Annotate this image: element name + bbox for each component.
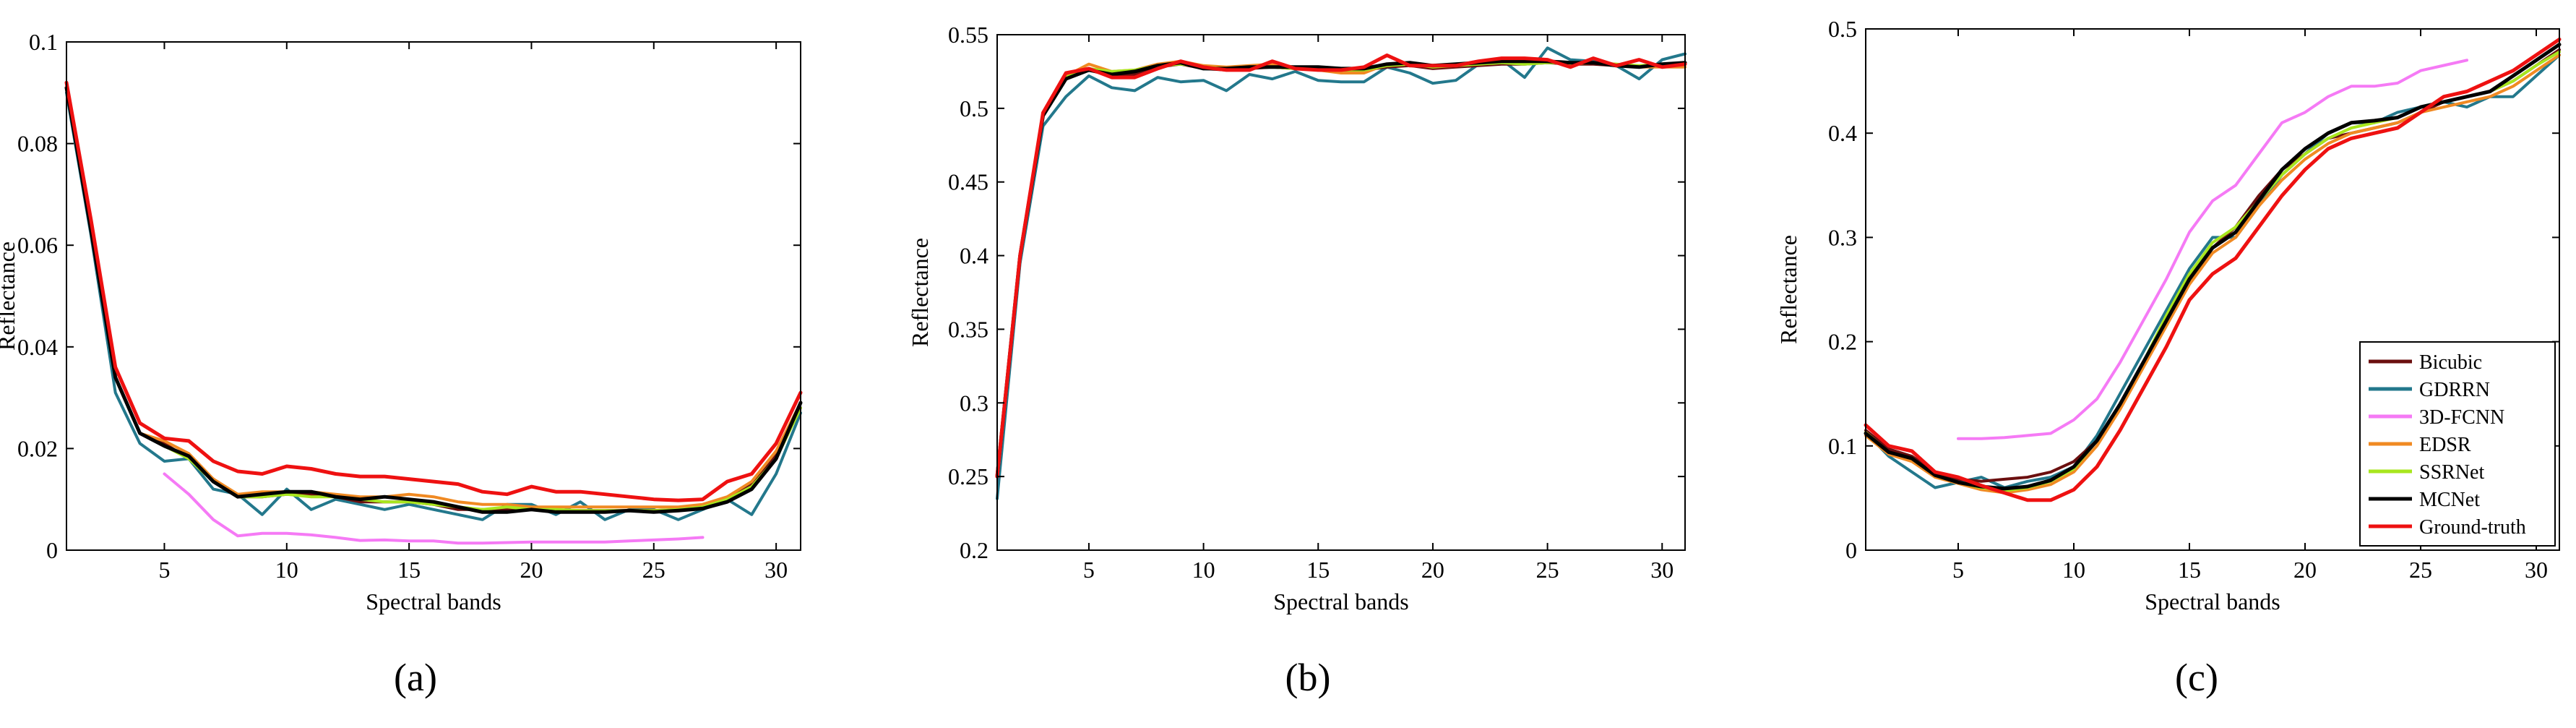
panel-label: (a) xyxy=(394,656,437,699)
x-tick-label: 30 xyxy=(2525,557,2548,583)
legend-entry: Ground-truth xyxy=(2419,516,2526,539)
x-tick-label: 15 xyxy=(1306,557,1330,583)
x-tick-label: 20 xyxy=(520,557,543,583)
legend-entry: 3D-FCNN xyxy=(2419,406,2504,429)
y-tick-label: 0.08 xyxy=(17,131,58,157)
panel-label: (b) xyxy=(1285,656,1331,699)
series-line-ground-truth xyxy=(995,53,1687,479)
legend-entry: MCNet xyxy=(2419,489,2480,511)
x-axis-label: Spectral bands xyxy=(1273,588,1409,614)
y-tick-label: 0.3 xyxy=(960,390,988,416)
y-tick-label: 0.4 xyxy=(960,243,988,269)
y-tick-label: 0.1 xyxy=(29,29,58,55)
series-line-ground-truth xyxy=(64,80,803,502)
plot-area xyxy=(997,35,1685,550)
panel-label: (c) xyxy=(2175,656,2218,699)
chart-panel-1: 5 10 15 20 25 30 0 0.02 0.04 0.06 0.08 0.1 Spectral … xyxy=(0,29,803,699)
legend-entry: GDRRN xyxy=(2419,379,2490,401)
x-tick-label: 10 xyxy=(275,557,298,583)
series-line-edsr xyxy=(1864,53,2561,494)
y-axis-label: Reflectance xyxy=(0,241,20,351)
legend-entry: Bicubic xyxy=(2419,351,2482,374)
axes-frame xyxy=(66,41,801,551)
y-axis-label: Reflectance xyxy=(1775,235,1801,344)
y-tick-label: 0.02 xyxy=(17,435,58,461)
y-tick-label: 0 xyxy=(1845,537,1857,563)
y-tick-label: 0.06 xyxy=(17,232,58,258)
series-line-ground-truth xyxy=(1864,37,2562,502)
legend-entry: SSRNet xyxy=(2419,461,2484,484)
series-line-3d-fcnn xyxy=(1957,59,2468,440)
y-tick-label: 0.35 xyxy=(948,316,988,342)
x-tick-label: 30 xyxy=(1650,557,1673,583)
y-tick-label: 0.5 xyxy=(1828,16,1857,42)
x-tick-label: 20 xyxy=(1421,557,1444,583)
y-tick-label: 0.45 xyxy=(948,169,988,195)
x-tick-label: 20 xyxy=(2293,557,2317,583)
x-axis-label: Spectral bands xyxy=(2145,588,2280,614)
axes-frame xyxy=(1865,28,2560,551)
y-tick-label: 0.25 xyxy=(948,463,988,489)
series-line-3d-fcnn xyxy=(163,472,705,545)
axes-frame xyxy=(996,34,1686,551)
chart-panel-3: 5 10 15 20 25 30 0 0.1 0.2 0.3 0.4 0.5 Spectral band… xyxy=(1775,16,2562,699)
legend-entry: EDSR xyxy=(2419,434,2471,456)
series-line-gdrrn xyxy=(996,46,1687,500)
y-axis-label: Reflectance xyxy=(907,238,933,347)
x-tick-label: 5 xyxy=(1952,557,1964,583)
x-tick-label: 5 xyxy=(1083,557,1095,583)
y-tick-label: 0.2 xyxy=(1828,329,1857,355)
series-line-mcnet xyxy=(64,85,803,514)
x-tick-label: 15 xyxy=(2178,557,2201,583)
x-tick-label: 30 xyxy=(764,557,788,583)
y-tick-label: 0.5 xyxy=(960,95,988,121)
x-axis-label: Spectral bands xyxy=(366,588,501,614)
y-tick-label: 0.04 xyxy=(17,334,58,360)
x-tick-label: 25 xyxy=(2409,557,2432,583)
x-tick-label: 10 xyxy=(1192,557,1215,583)
x-tick-label: 10 xyxy=(2062,557,2085,583)
legend: Bicubic GDRRN 3D-FCNN EDSR SSRNet MCNet Ground… xyxy=(2359,341,2556,547)
y-tick-label: 0.3 xyxy=(1828,224,1857,250)
x-tick-label: 25 xyxy=(1536,557,1559,583)
x-tick-label: 15 xyxy=(397,557,421,583)
y-tick-label: 0.2 xyxy=(960,537,988,563)
chart-panel-2: 5 10 15 20 25 30 0.2 0.25 0.3 0.35 0.4 0.45 0.5 0.55 S… xyxy=(907,22,1687,699)
series-line-edsr xyxy=(65,86,802,509)
y-tick-label: 0 xyxy=(46,537,58,563)
x-tick-label: 25 xyxy=(642,557,665,583)
y-tick-label: 0.55 xyxy=(948,22,988,48)
y-tick-label: 0.1 xyxy=(1828,433,1857,459)
y-tick-label: 0.4 xyxy=(1828,120,1857,146)
plot-area xyxy=(66,42,801,550)
x-tick-label: 5 xyxy=(158,557,170,583)
